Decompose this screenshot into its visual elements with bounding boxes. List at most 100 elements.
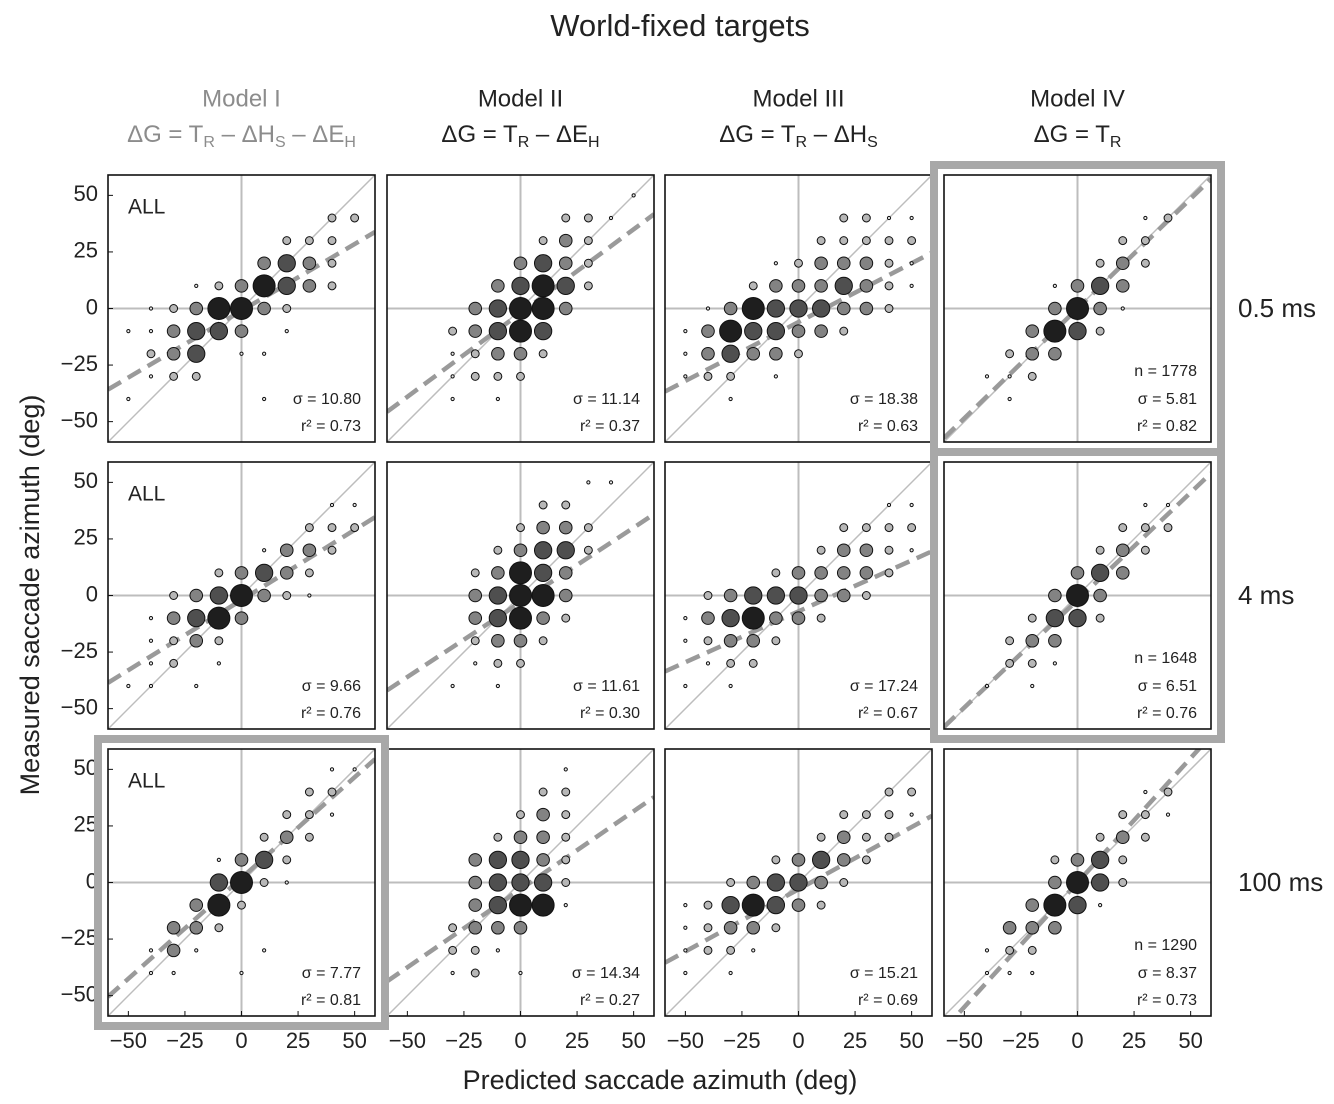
bubble [491,633,505,648]
equation-text: – ΔH [807,121,867,148]
bubble [683,970,688,976]
bubble [1005,636,1015,646]
bubble [583,545,593,555]
bubble [884,236,894,246]
bubble [1030,683,1035,689]
bubble [1066,584,1089,607]
bubble [859,566,874,580]
bubble [1165,812,1171,817]
bubble [839,810,849,820]
bubble [748,281,758,291]
r2-label: r² = 0.69 [858,992,918,1009]
highlight-box [930,448,1225,743]
bubble [773,261,778,266]
bubble [191,371,201,381]
bubble [723,588,738,603]
bubble [834,276,853,296]
bubble [1066,871,1089,894]
y-tick-label: −50 [61,694,98,719]
x-tick-label: 25 [1122,1028,1146,1053]
bubble [701,346,715,361]
bubble [146,349,156,359]
panel: σ = 11.14 r² = 0.37 [386,174,655,443]
bubble [836,830,851,845]
bubble [531,893,555,917]
bubble [279,566,294,580]
panel: σ = 14.34 r² = 0.27 −50 −25 0 25 50 [386,748,655,1053]
r2-label: r² = 0.81 [301,992,361,1009]
row-label: 4 ms [1238,580,1294,610]
bubble [703,636,713,646]
y-tick-label: 25 [74,525,98,550]
bubble [814,566,828,580]
sigma-label: σ = 15.21 [850,965,918,982]
bubble [771,568,781,578]
bubble [771,855,781,865]
bubble [683,374,688,379]
bubble [721,895,740,915]
bubble [726,945,736,955]
bubble [126,683,131,689]
panel: n = 1290 σ = 8.37 r² = 0.73 −50 −25 0 25 50 [943,748,1212,1053]
bubble [861,591,871,600]
bubble [468,588,483,603]
bubble [726,658,736,668]
y-tick-label: 0 [86,294,98,319]
bubble [516,371,525,381]
bubble [304,523,314,533]
bubble [583,258,593,268]
panel: n = 1778 σ = 5.81 r² = 0.82 [943,174,1212,443]
bubble [561,213,571,223]
bubble [723,301,738,316]
equation-subscript: R [518,134,530,151]
bubble [468,611,483,625]
bubble [468,875,483,890]
bubble [631,193,636,198]
bubble [187,344,206,363]
bubble [703,945,713,955]
bubble [262,396,267,402]
bubble [257,588,271,603]
x-tick-label: −25 [445,1028,482,1053]
bubble [491,279,505,293]
equation-subscript: H [344,134,356,151]
bubble [148,306,154,311]
r2-label: r² = 0.76 [301,705,361,722]
bubble [214,568,224,578]
bubble [563,903,568,908]
y-tick-label: −50 [61,407,98,432]
bubble [493,658,503,668]
bubble [814,588,828,603]
bubble [327,213,337,223]
x-tick-label: −50 [667,1028,704,1053]
bubble [1025,898,1040,912]
bubble [703,900,713,910]
bubble [884,545,894,555]
bubble [148,661,154,666]
bubble [811,299,831,318]
bubble [884,568,894,578]
bubble [884,832,894,842]
bubble [558,301,573,316]
bubble [816,545,826,555]
column-title: Model III [752,85,844,112]
bubble [1005,945,1015,955]
bubble [746,875,761,890]
bubble [513,920,528,935]
bubble [703,923,713,933]
bubble [1045,608,1065,628]
bubble [470,968,480,978]
bubble [1030,970,1035,976]
bubble [683,329,688,334]
y-tick-label: 0 [86,581,98,606]
fit-line [665,250,932,394]
sigma-label: σ = 11.61 [573,678,640,695]
bubble [751,948,756,953]
bubble [511,873,530,892]
bubble [1118,236,1128,246]
bubble [304,568,314,578]
bubble [773,374,778,379]
bubble [513,543,528,558]
bubble [683,948,688,953]
panel-frame [943,174,1212,443]
